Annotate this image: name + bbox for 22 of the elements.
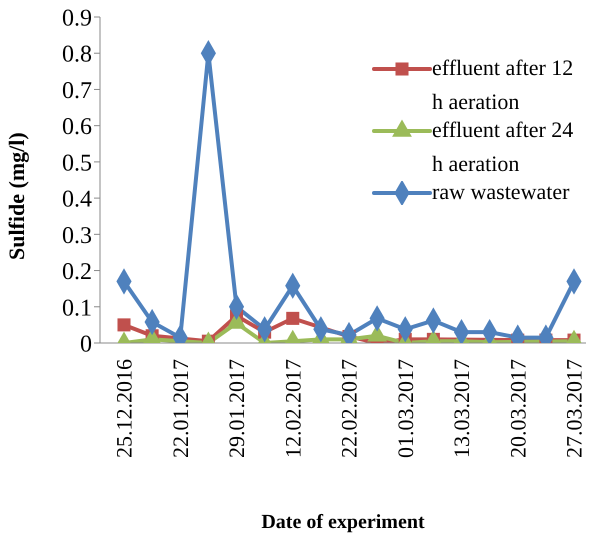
x-tick-label: 22.01.2017 [168,359,193,458]
y-tick-label: 0.4 [62,186,92,213]
x-tick-label: 12.02.2017 [280,359,306,458]
y-tick-label: 0.1 [62,295,92,322]
x-tick-label: 22.02.2017 [336,359,362,458]
x-tick-label: 29.01.2017 [224,359,249,458]
y-tick-label: 0.6 [62,114,92,140]
legend-label: raw wastewater [432,178,570,206]
x-tick-label: 13.03.2017 [449,359,474,458]
y-axis-title: Sulfide (mg/l) [4,132,29,260]
y-tick-label: 0 [80,332,92,358]
y-tick-label: 0.7 [62,78,92,104]
x-tick-label: 01.03.2017 [392,359,418,458]
y-tick-label: 0.9 [62,6,92,32]
x-tick-label: 20.03.2017 [505,359,530,458]
y-tick-label: 0.5 [62,150,92,176]
y-tick-label: 0.8 [62,42,92,68]
x-axis-title: Date of experiment [261,511,425,533]
y-tick-label: 0.2 [62,259,92,286]
x-tick-label: 27.03.2017 [562,359,586,458]
x-tick-label: 25.12.2016 [112,359,136,458]
y-tick-label: 0.3 [62,222,92,249]
